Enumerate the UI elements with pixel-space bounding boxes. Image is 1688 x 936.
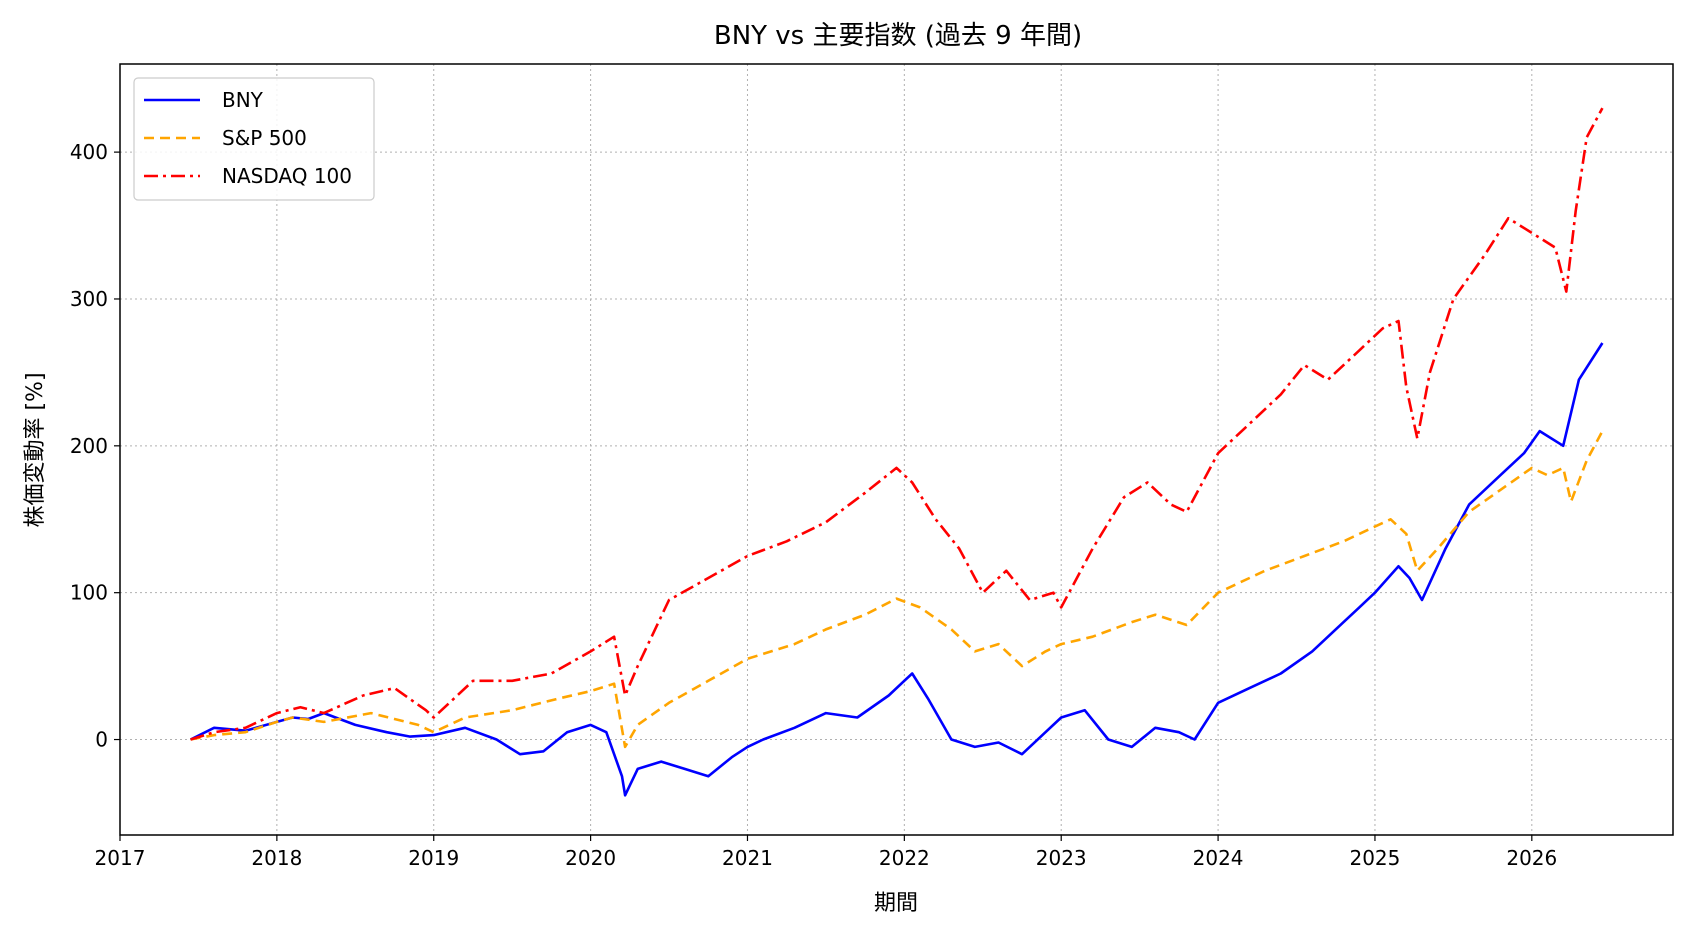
x-tick-label: 2023 [1036,846,1087,870]
x-tick-label: 2021 [722,846,773,870]
series-line-bny [190,342,1604,797]
y-tick-label: 400 [70,140,108,164]
y-axis-ticks: 0 100 200 300 400 [70,140,120,752]
y-tick-label: 200 [70,434,108,458]
chart-title: BNY vs 主要指数 (過去 9 年間) [714,21,1082,51]
x-axis-ticks: 2017 2018 2019 2020 2021 2022 2023 2024 2025 2026 [95,835,1557,870]
series-lines [190,107,1604,797]
x-axis-label: 期間 [874,891,918,916]
legend-label-nasdaq-100: NASDAQ 100 [222,164,352,188]
legend-box [133,77,375,201]
legend-label-bny: BNY [222,88,264,112]
y-tick-label: 0 [95,728,108,752]
legend-label-s-p-500: S&P 500 [222,126,307,150]
x-tick-label: 2025 [1349,846,1400,870]
y-axis-label: 株価変動率 [%] [23,372,48,527]
x-tick-label: 2024 [1193,846,1244,870]
x-tick-label: 2020 [565,846,616,870]
series-line-nasdaq-100 [190,107,1604,741]
plot-frame [119,63,1674,836]
y-tick-label: 100 [70,581,108,605]
series-line-s-p-500 [190,430,1604,749]
x-tick-label: 2019 [408,846,459,870]
x-tick-label: 2018 [251,846,302,870]
y-tick-label: 300 [70,287,108,311]
x-tick-label: 2022 [879,846,930,870]
x-tick-label: 2017 [95,846,146,870]
legend: BNY S&P 500 NASDAQ 100 [133,77,375,201]
x-tick-label: 2026 [1506,846,1557,870]
